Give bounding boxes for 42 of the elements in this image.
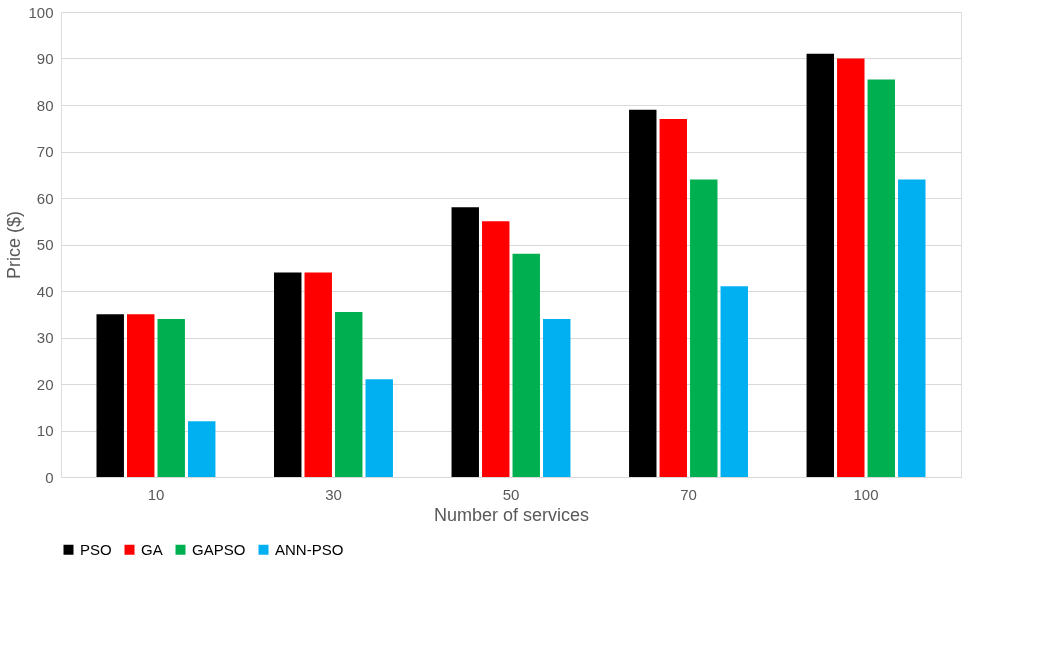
y-tick-label: 20 (36, 375, 54, 393)
bar (690, 179, 718, 477)
bar (898, 179, 926, 477)
bar (274, 272, 302, 477)
x-axis-title: Number of services (433, 504, 590, 525)
x-tick-label: 10 (147, 485, 165, 503)
y-tick-label: 90 (36, 50, 54, 67)
bar (659, 118, 687, 477)
legend-label: GAPSO (192, 540, 246, 558)
x-tick-label: 50 (502, 485, 520, 503)
bar (157, 318, 185, 477)
bar (629, 109, 657, 477)
bar (806, 53, 835, 477)
bar (96, 314, 124, 477)
y-axis-title: Price ($) (4, 210, 25, 280)
y-tick-label: 10 (36, 422, 54, 439)
bar (512, 253, 540, 477)
x-tick-label: 70 (680, 485, 697, 503)
y-tick-label: 40 (36, 282, 54, 300)
bar (543, 318, 571, 477)
y-tick-label: 80 (36, 96, 54, 114)
bar (482, 221, 510, 477)
y-tick-label: 0 (45, 468, 54, 486)
bar (451, 207, 479, 477)
legend-label: PSO (80, 540, 112, 558)
legend-label: ANN-PSO (275, 540, 344, 558)
x-tick-label: 30 (325, 485, 342, 503)
legend-label: GA (141, 540, 163, 558)
bar (127, 314, 155, 477)
y-tick-label: 60 (36, 189, 54, 207)
bar (837, 58, 865, 477)
y-tick-label: 100 (28, 3, 54, 21)
bar (187, 421, 216, 477)
x-tick-label: 100 (853, 485, 879, 503)
bar (335, 311, 363, 477)
y-tick-label: 30 (36, 329, 54, 346)
bar (304, 272, 332, 477)
bar (720, 286, 748, 477)
y-tick-label: 70 (36, 143, 54, 160)
y-tick-label: 50 (36, 236, 54, 253)
bar (365, 379, 393, 477)
bar (867, 79, 895, 477)
